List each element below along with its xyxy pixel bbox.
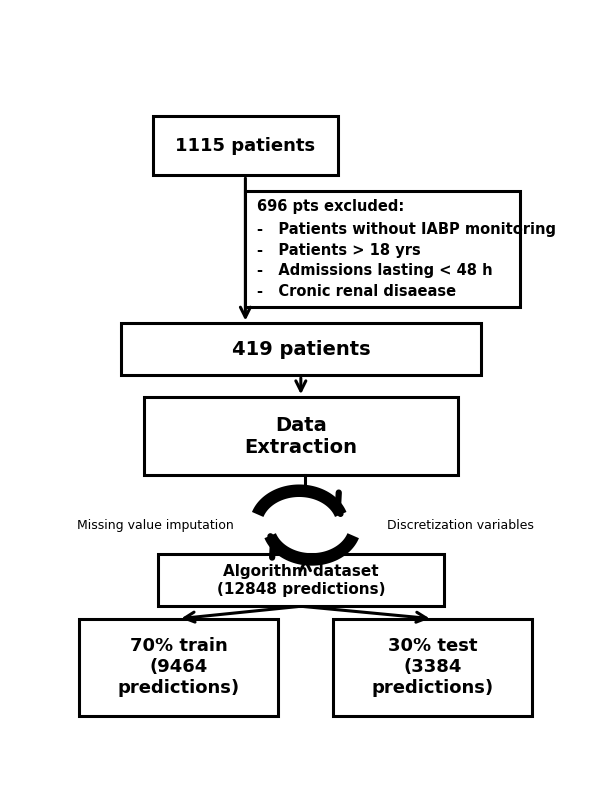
Text: 70% train
(9464
predictions): 70% train (9464 predictions) [117,637,240,697]
Text: -   Admissions lasting < 48 h: - Admissions lasting < 48 h [257,264,492,278]
Text: Algorithm dataset
(12848 predictions): Algorithm dataset (12848 predictions) [216,564,385,597]
Text: Discretization variables: Discretization variables [387,518,534,531]
FancyBboxPatch shape [144,397,458,475]
Text: 419 patients: 419 patients [231,340,370,358]
Text: -   Patients > 18 yrs: - Patients > 18 yrs [257,242,421,258]
Text: -   Patients without IABP monitoring: - Patients without IABP monitoring [257,222,556,237]
FancyBboxPatch shape [153,116,338,175]
Text: 1115 patients: 1115 patients [175,137,315,155]
FancyBboxPatch shape [333,619,532,715]
Text: Data
Extraction: Data Extraction [244,415,358,457]
Text: -   Cronic renal disaease: - Cronic renal disaease [257,284,456,299]
FancyBboxPatch shape [120,324,481,375]
Text: 30% test
(3384
predictions): 30% test (3384 predictions) [371,637,493,697]
FancyBboxPatch shape [246,191,520,307]
FancyBboxPatch shape [157,555,444,607]
FancyBboxPatch shape [79,619,278,715]
Text: 696 pts excluded:: 696 pts excluded: [257,200,404,214]
Text: Missing value imputation: Missing value imputation [77,518,234,531]
